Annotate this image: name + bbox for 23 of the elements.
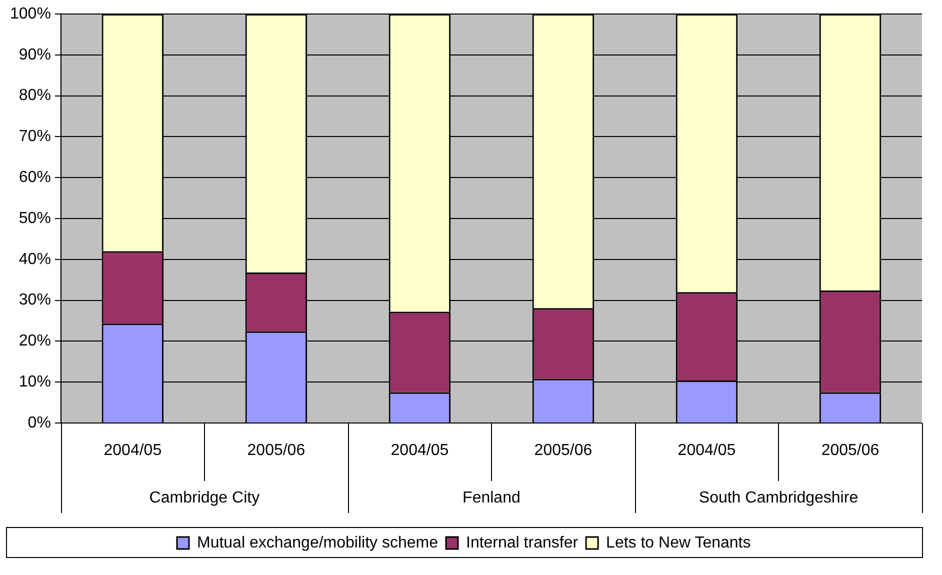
x-tick-label: 2004/05 [104,442,162,460]
y-tick-label: 30% [18,292,51,309]
y-tick-label: 100% [10,5,51,22]
text: South Cambridgeshire [698,489,858,506]
legend-label: Lets to New Tenants [606,534,751,552]
x-tick-label: 2005/06 [821,442,880,460]
legend-label: Internal transfer [466,534,579,552]
y-tick-label: 60% [18,169,51,186]
y-tick-label: 70% [18,128,51,146]
x-tick-label: 2005/06 [247,442,306,460]
y-tick-label: 10% [18,374,51,391]
x-tick-label: 2004/05 [678,442,736,460]
y-tick-label: 40% [18,250,51,268]
y-tick-label: 0% [28,414,51,432]
y-tick-label: 50% [18,210,51,227]
text: Cambridge City [149,489,260,506]
x-tick-label: 2005/06 [534,442,592,460]
text: Fenland [462,489,520,506]
y-tick-label: 20% [18,332,51,350]
legend-label: Mutual exchange/mobility scheme [196,534,438,552]
x-tick-label: 2004/05 [390,442,449,460]
y-tick-label: 90% [18,46,51,64]
y-tick-label: 80% [18,87,51,104]
